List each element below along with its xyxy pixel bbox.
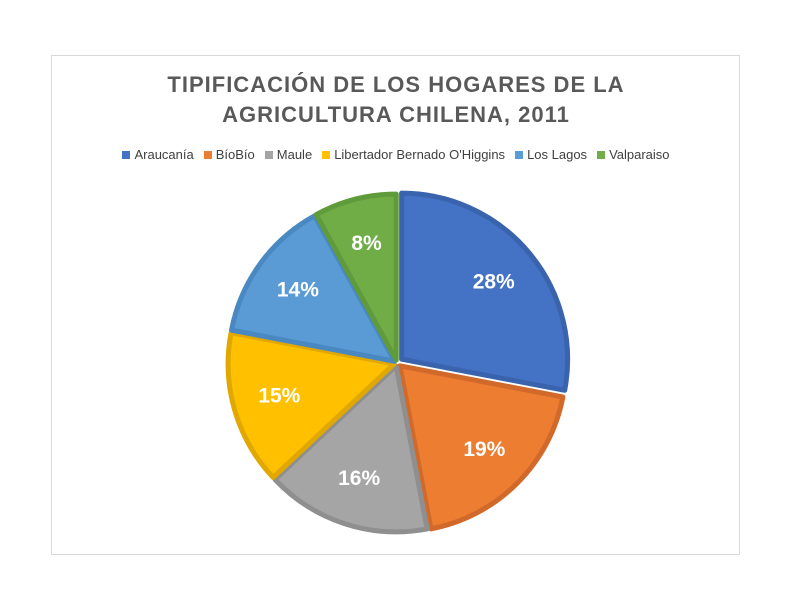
- data-label-valparaiso: 8%: [351, 232, 382, 255]
- chart-title-line-2: AGRICULTURA CHILENA, 2011: [222, 102, 570, 127]
- data-label-los-lagos: 14%: [277, 279, 319, 302]
- pie-slice-los-lagos: [229, 213, 398, 364]
- legend-item-biobio: BíoBío: [203, 147, 255, 162]
- legend-label-los-lagos: Los Lagos: [527, 147, 588, 162]
- pie-slice-valparaiso: [313, 191, 399, 363]
- legend-item-maule: Maule: [264, 147, 313, 162]
- legend-label-ohiggins: Libertador Bernado O'Higgins: [334, 147, 506, 162]
- legend-item-ohiggins: Libertador Bernado O'Higgins: [322, 147, 505, 162]
- data-label-maule: 16%: [338, 467, 380, 490]
- pie-labels: 28% 19% 16% 15% 14% 8%: [258, 232, 515, 490]
- legend-item-araucania: Araucanía: [122, 147, 194, 162]
- chart-title: TIPIFICACIÓN DE LOS HOGARES DE LA AGRICU…: [0, 70, 792, 130]
- legend-item-valparaiso: Valparaiso: [597, 147, 670, 162]
- pie-slice-araucania: [399, 190, 571, 393]
- data-label-biobio: 19%: [463, 438, 505, 461]
- pie-slices: [225, 190, 571, 535]
- pie-slice-biobio: [397, 363, 566, 532]
- legend-swatch-los-lagos: [515, 150, 524, 159]
- legend-item-los-lagos: Los Lagos: [515, 147, 587, 162]
- legend-label-valparaiso: Valparaiso: [609, 147, 670, 162]
- data-label-araucania: 28%: [473, 271, 515, 294]
- pie-slice-ohiggins: [225, 330, 397, 480]
- legend-label-maule: Maule: [276, 147, 313, 162]
- legend-swatch-ohiggins: [322, 150, 331, 159]
- legend-swatch-valparaiso: [597, 150, 606, 159]
- legend: Araucanía BíoBío Maule Libertador Bernad…: [0, 147, 792, 162]
- legend-swatch-maule: [264, 150, 273, 159]
- legend-label-araucania: Araucanía: [134, 147, 194, 162]
- chart-title-line-1: TIPIFICACIÓN DE LOS HOGARES DE LA: [167, 72, 625, 97]
- legend-swatch-araucania: [122, 150, 131, 159]
- data-label-ohiggins: 15%: [258, 385, 300, 408]
- legend-label-biobio: BíoBío: [215, 147, 255, 162]
- pie-slice-maule: [272, 363, 430, 535]
- legend-swatch-biobio: [203, 150, 212, 159]
